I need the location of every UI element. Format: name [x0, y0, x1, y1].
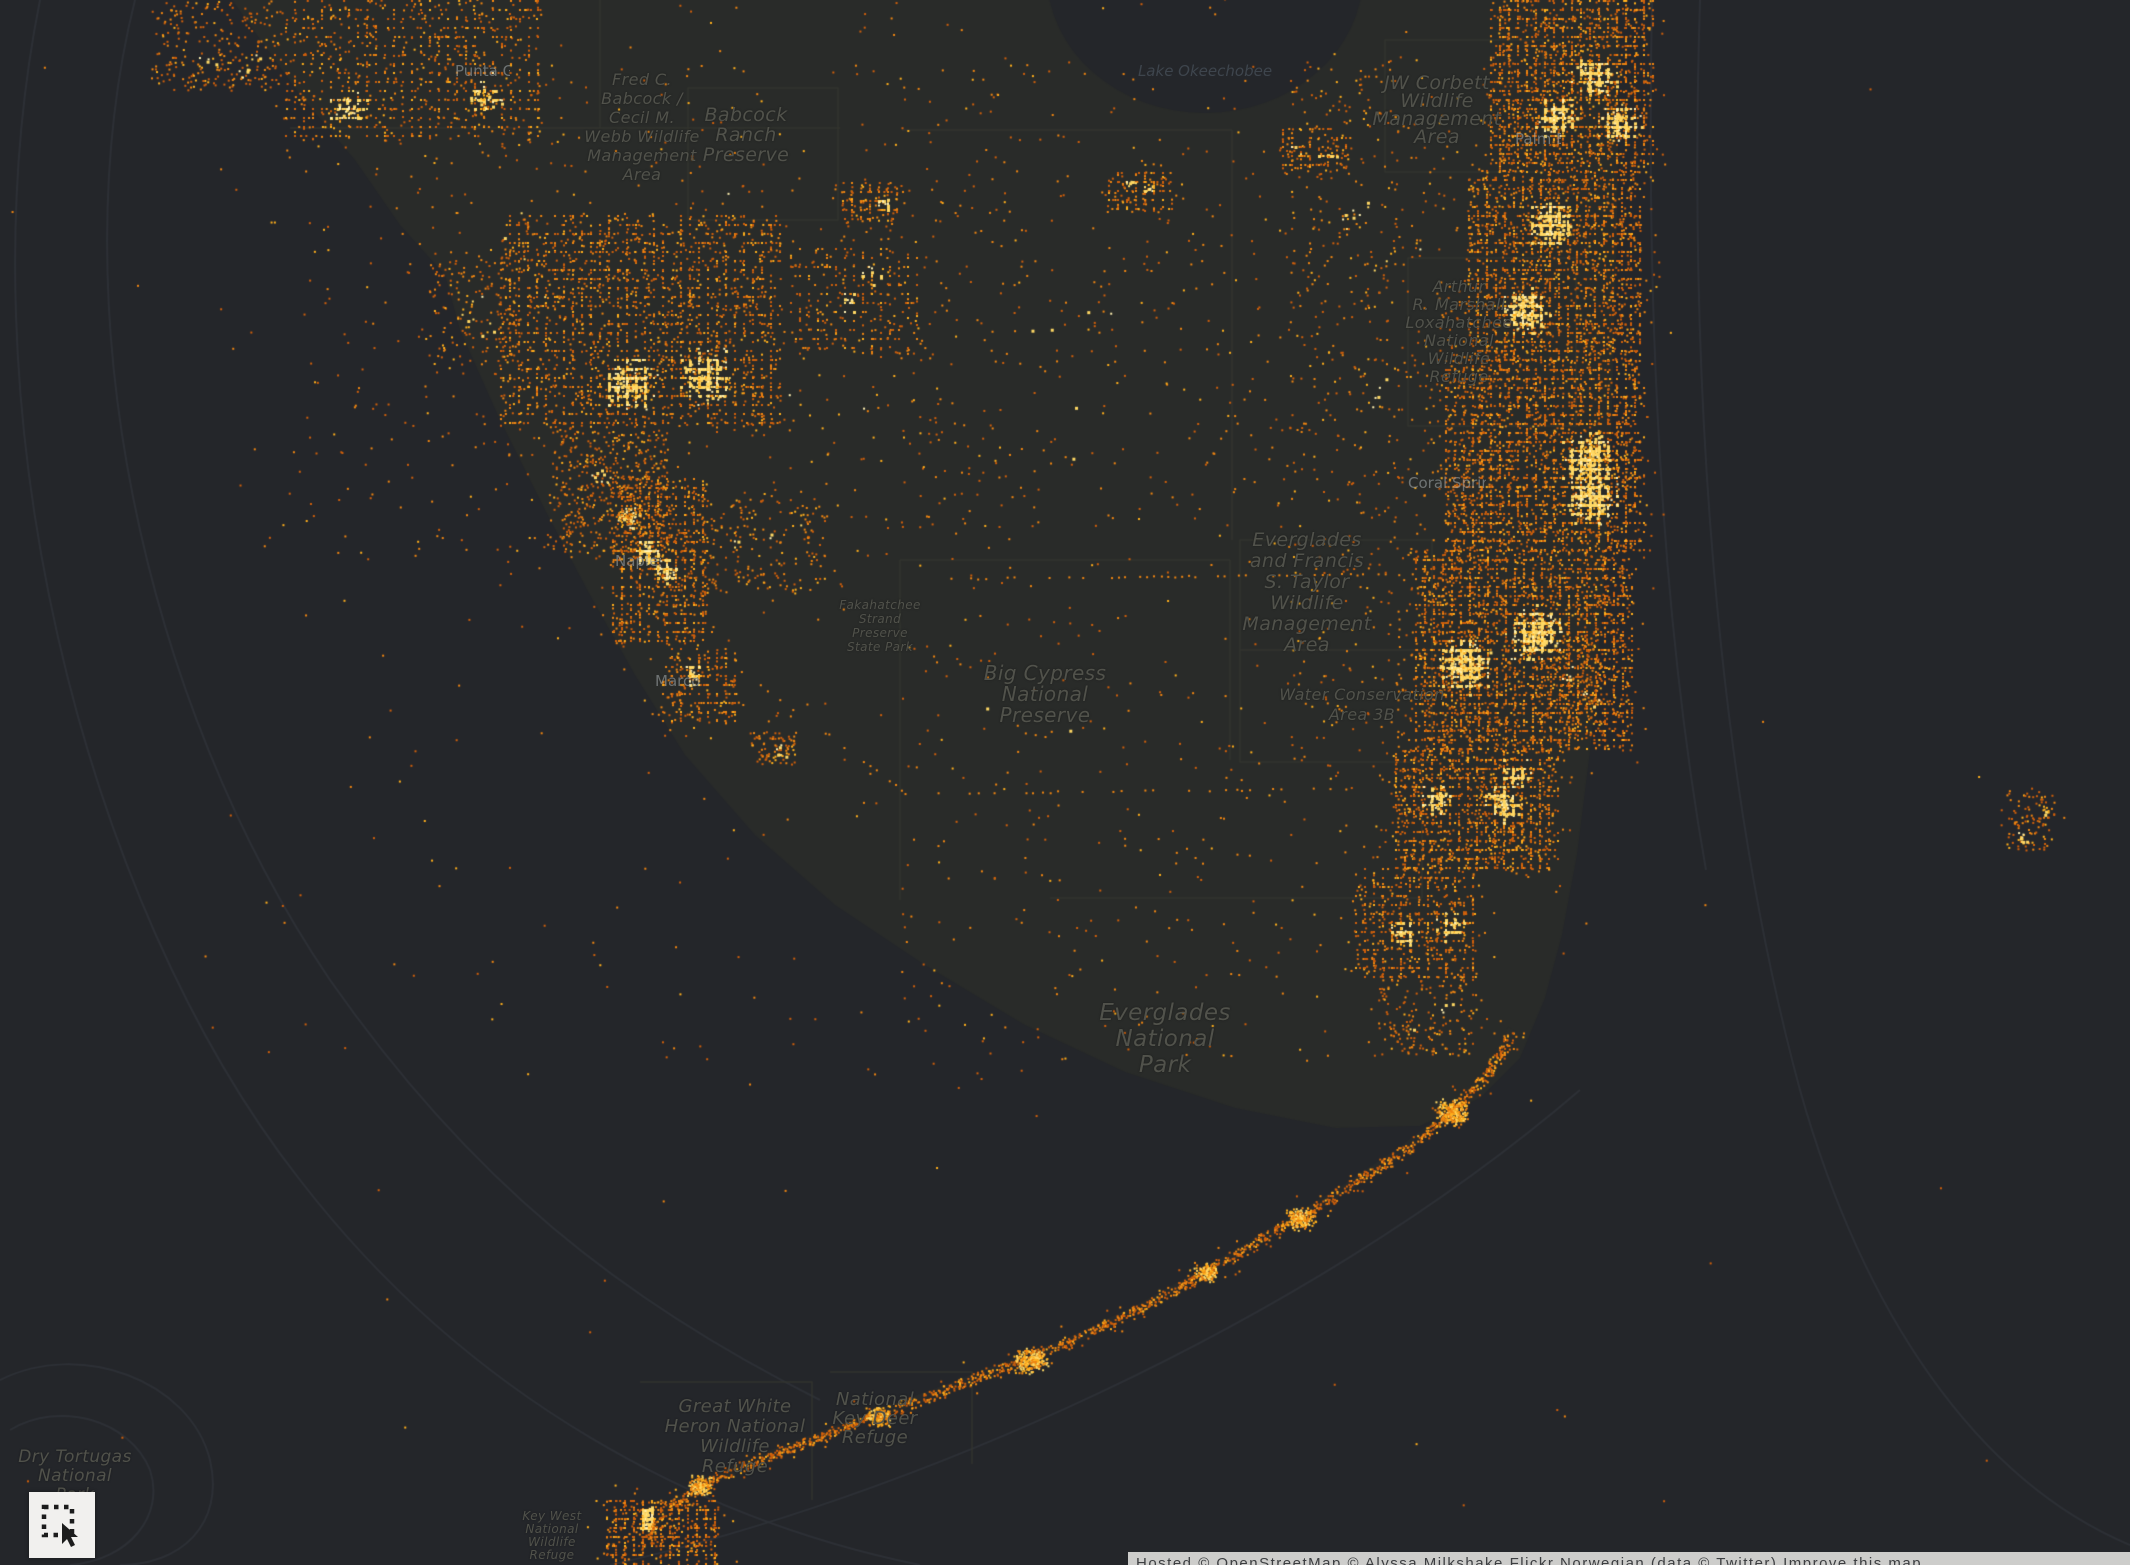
attribution-text: Hosted © OpenStreetMap © Alyssa Milkshak… [1136, 1555, 1923, 1565]
box-select-icon [39, 1502, 85, 1548]
map-attribution[interactable]: Hosted © OpenStreetMap © Alyssa Milkshak… [1128, 1552, 2130, 1565]
box-select-button[interactable] [29, 1492, 95, 1558]
